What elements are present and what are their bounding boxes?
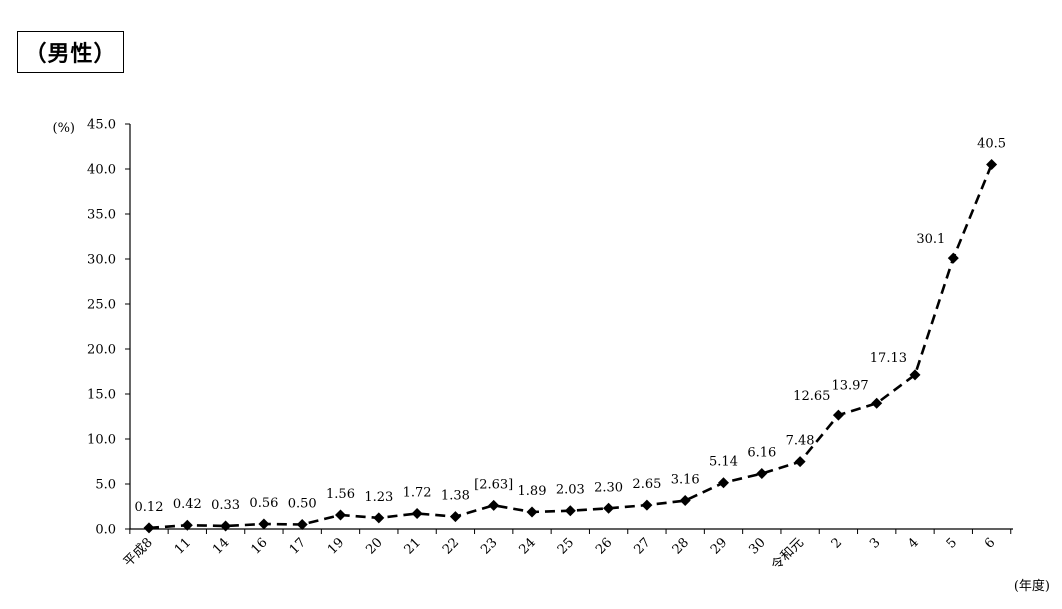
data-label: 1.23 [364,490,393,505]
data-point-marker [296,519,308,530]
data-label: 1.89 [518,484,547,499]
data-label: 13.97 [831,378,868,393]
x-tick-label: 2 [829,535,845,551]
series-path [148,164,993,530]
data-point-marker [220,520,232,532]
data-point-marker [871,397,883,409]
y-tick-label: 0.0 [95,523,116,538]
data-point-marker [449,511,461,523]
x-tick-label: 28 [670,535,692,557]
data-point-marker [794,456,806,468]
x-tick-label: 6 [982,535,998,551]
data-label: 1.38 [441,489,470,504]
x-tick-label: 29 [708,535,730,557]
y-tick-label: 20.0 [87,343,116,358]
data-label: 0.33 [211,498,240,513]
x-tick-label: 5 [944,535,960,551]
x-axis: 平成8 11 14 16 17 19 20 21 22 23 24 25 26 27 28 29 30 令和元 2 3… [121,528,1013,573]
x-tick-label: 11 [172,535,194,557]
x-tick-label: 20 [363,535,385,557]
data-point-marker [564,505,576,517]
data-label: 7.48 [786,434,815,449]
x-tick-label: 22 [440,535,462,557]
data-label: 1.72 [403,486,432,501]
data-label: 2.30 [594,480,623,495]
data-point-marker [258,518,270,530]
y-tick-label: 5.0 [95,478,116,493]
data-point-marker [411,508,423,520]
y-tick-label: 35.0 [87,208,116,223]
x-tick-label: 平成8 [121,535,156,570]
x-tick-label: 令和元 [769,535,807,573]
data-label: 12.65 [793,389,830,404]
data-label: 17.13 [870,351,907,366]
y-tick-label: 25.0 [87,298,116,313]
chart-title: （男性） [17,31,124,73]
x-tick-label: 30 [746,535,768,557]
data-point-marker [947,252,959,264]
data-point-marker [718,477,729,489]
data-label: 1.56 [326,487,355,502]
series-line [148,164,993,530]
data-point-marker [526,506,538,518]
data-point-marker [679,495,691,507]
x-tick-label: 14 [210,535,232,557]
data-label: 2.03 [556,483,585,498]
data-point-marker [832,409,844,421]
x-tick-label: 3 [867,535,883,551]
data-label: 40.5 [977,137,1006,152]
x-tick-label: 25 [555,535,577,557]
y-tick-label: 15.0 [87,388,116,403]
data-point-marker [143,522,155,534]
y-axis: 0.0 5.0 10.0 15.0 20.0 25.0 30.0 35.0 40.0 45.0 [87,118,131,538]
x-tick-label: 17 [287,535,309,557]
data-point-marker [373,512,385,524]
data-label: 2.65 [632,477,661,492]
data-point-marker [335,509,346,521]
data-label: 0.12 [135,500,164,515]
x-tick-label: 16 [248,535,270,557]
data-point-marker [603,502,615,514]
y-tick-label: 10.0 [87,433,116,448]
y-axis-label: (%) [53,121,76,136]
data-point-marker [641,499,653,511]
data-point-marker [986,159,998,170]
x-tick-label: 21 [402,535,424,557]
data-label: 3.16 [671,473,700,488]
x-tick-label: 4 [905,535,921,551]
data-label: 30.1 [916,232,945,247]
y-tick-label: 30.0 [87,253,116,268]
data-point-marker [181,519,193,531]
series-markers [143,159,998,534]
x-tick-label: 23 [478,535,500,557]
data-label: 5.14 [709,455,738,470]
data-labels: 0.12 0.42 0.33 0.56 0.50 1.56 1.23 1.72 1.38 [2.6… [135,137,1007,515]
data-label: 6.16 [747,446,776,461]
data-label: [2.63] [474,477,513,492]
x-tick-label: 24 [517,535,539,557]
y-tick-label: 45.0 [87,118,116,133]
data-point-marker [488,499,500,511]
data-point-marker [756,468,768,480]
data-point-marker [909,369,921,381]
x-tick-label: 26 [593,535,615,557]
x-tick-label: 27 [631,535,653,557]
data-label: 0.50 [288,497,317,512]
x-axis-label: (年度) [1014,578,1050,594]
data-label: 0.56 [249,496,278,511]
x-tick-label: 19 [325,535,347,557]
y-tick-label: 40.0 [87,163,116,178]
data-label: 0.42 [173,497,202,512]
